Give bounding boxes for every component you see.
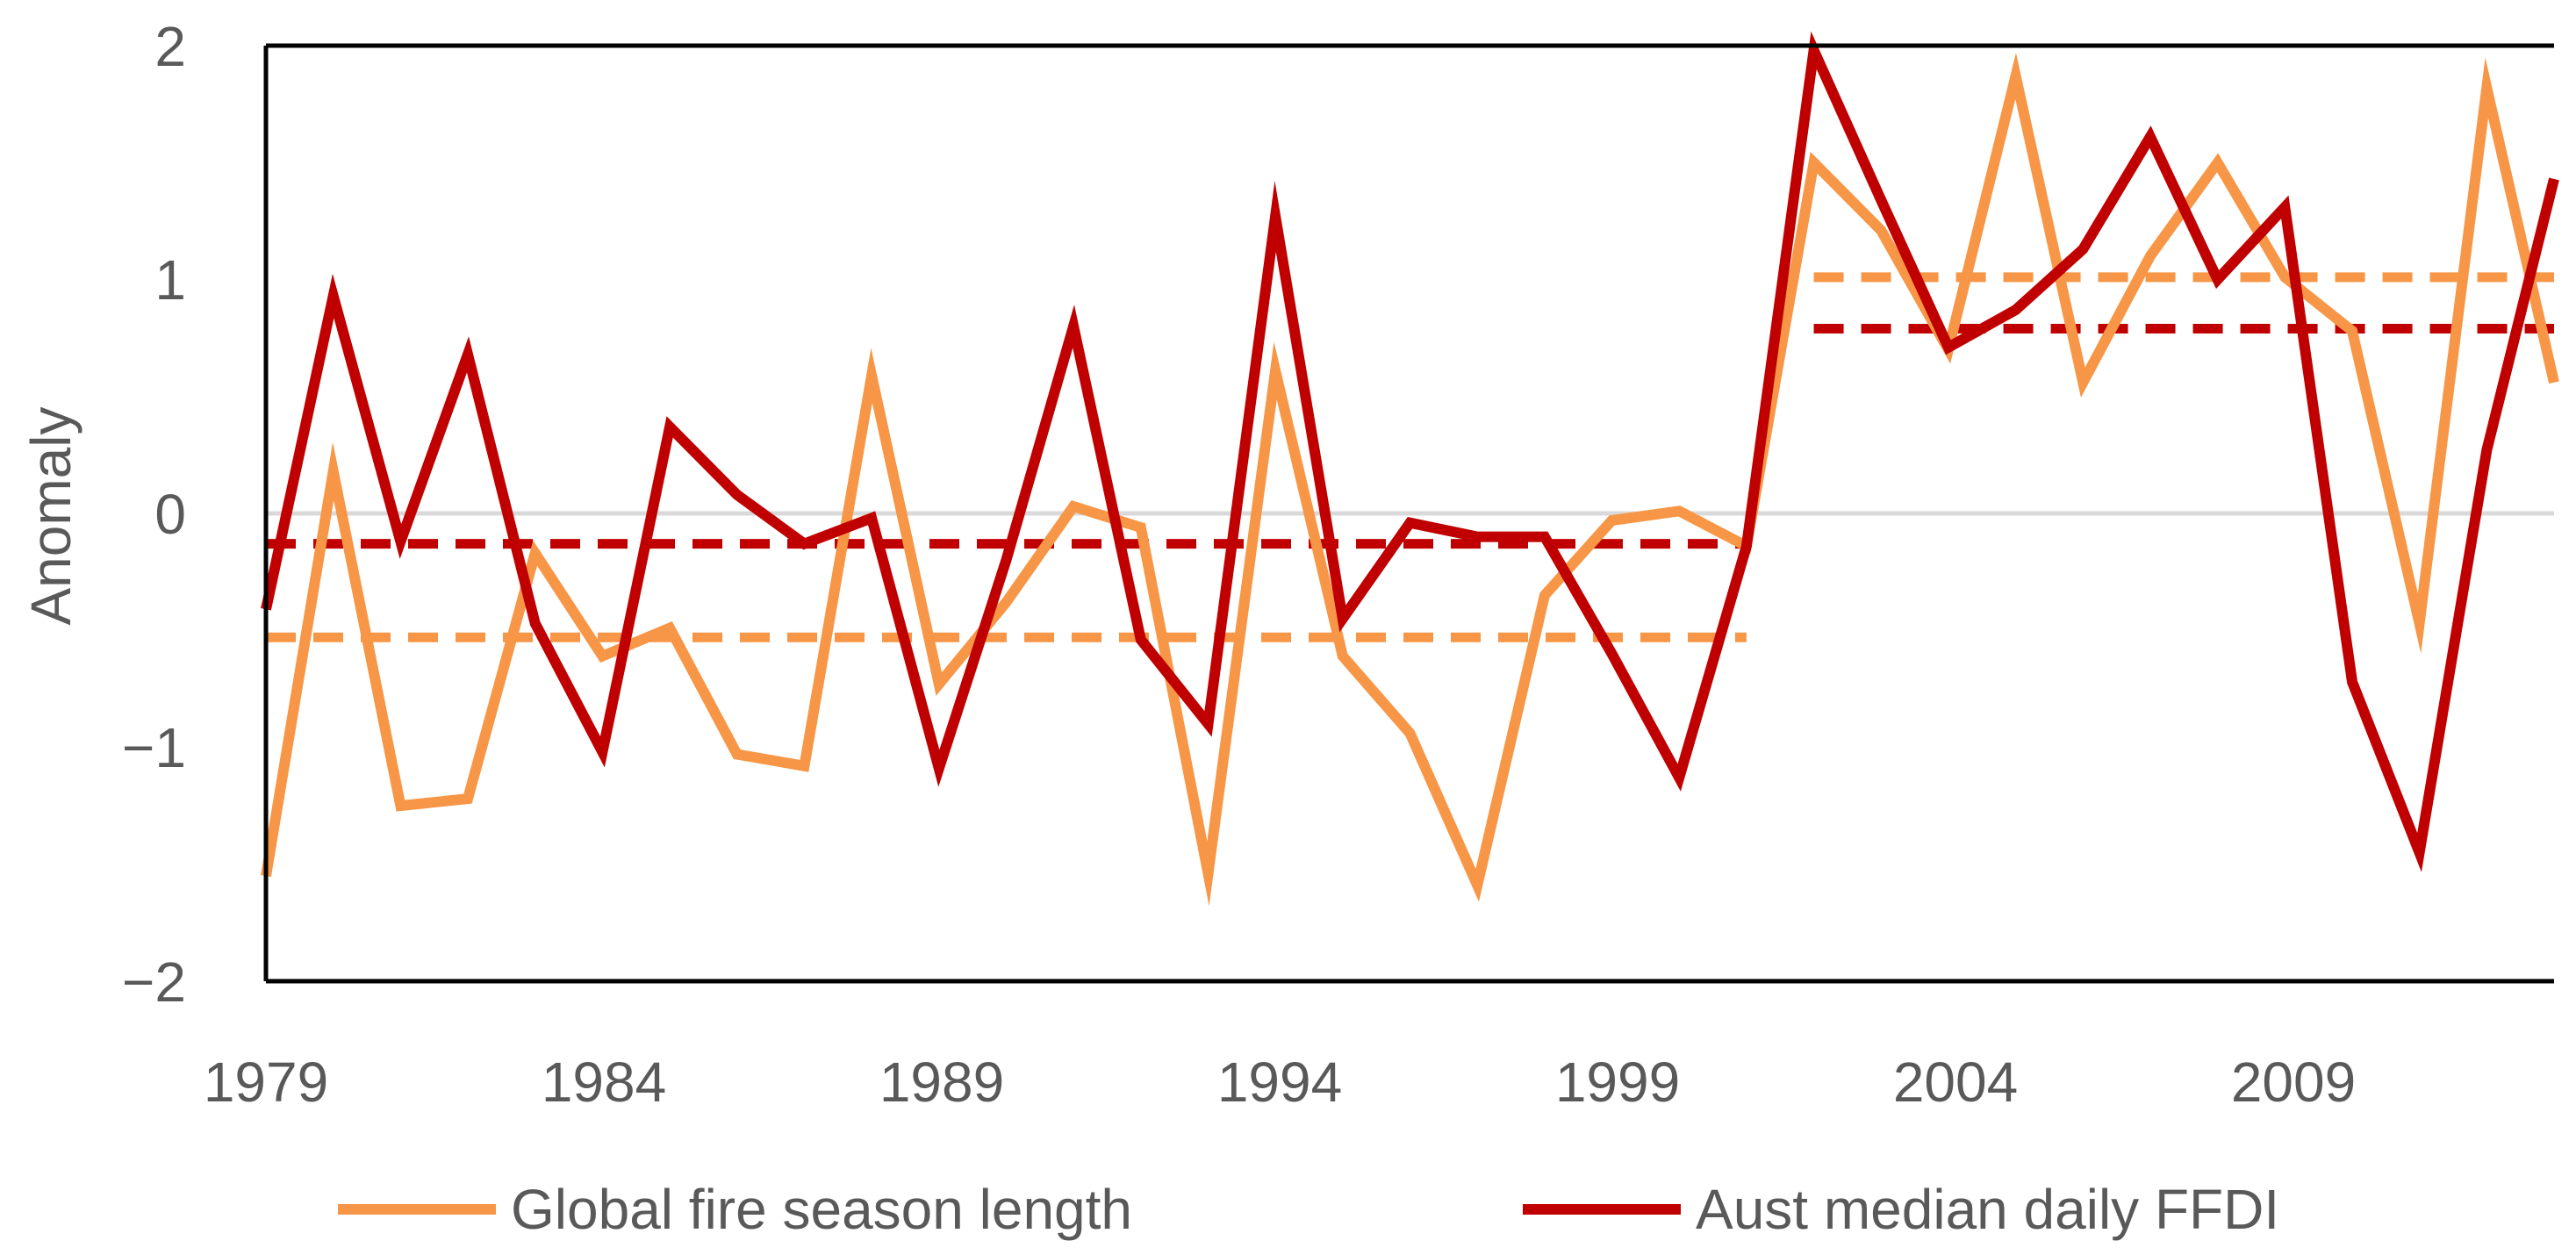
x-tick-label-1999: 1999 xyxy=(1555,1051,1680,1114)
series-lines-layer xyxy=(261,31,2559,907)
legend: Global fire season length Aust median da… xyxy=(338,1178,2279,1241)
x-tick-labels: 1979 1984 1989 1994 1999 2004 2009 xyxy=(204,1051,2356,1114)
legend-label-aust-ffdi: Aust median daily FFDI xyxy=(1696,1178,2279,1241)
y-tick-label-1: 1 xyxy=(154,248,186,312)
y-axis-title: Anomaly xyxy=(19,407,83,626)
legend-label-global-fire-season: Global fire season length xyxy=(511,1178,1132,1241)
x-tick-label-1984: 1984 xyxy=(542,1051,666,1114)
mean-lines-layer xyxy=(266,272,2554,642)
x-tick-label-1994: 1994 xyxy=(1217,1051,1342,1114)
x-tick-label-2009: 2009 xyxy=(2231,1051,2356,1114)
y-tick-labels: 2 1 0 −1 −2 xyxy=(122,15,186,1014)
x-tick-label-2004: 2004 xyxy=(1893,1051,2018,1114)
y-tick-label-0: 0 xyxy=(154,483,186,546)
y-tick-label-minus-1: −1 xyxy=(122,716,186,779)
y-tick-label-2: 2 xyxy=(154,15,186,78)
series-line-0 xyxy=(261,53,2559,907)
series-line-1 xyxy=(261,31,2559,872)
x-tick-label-1979: 1979 xyxy=(204,1051,328,1114)
y-tick-label-minus-2: −2 xyxy=(122,950,186,1014)
plot-frame-layer xyxy=(263,43,2554,984)
x-tick-label-1989: 1989 xyxy=(879,1051,1004,1114)
